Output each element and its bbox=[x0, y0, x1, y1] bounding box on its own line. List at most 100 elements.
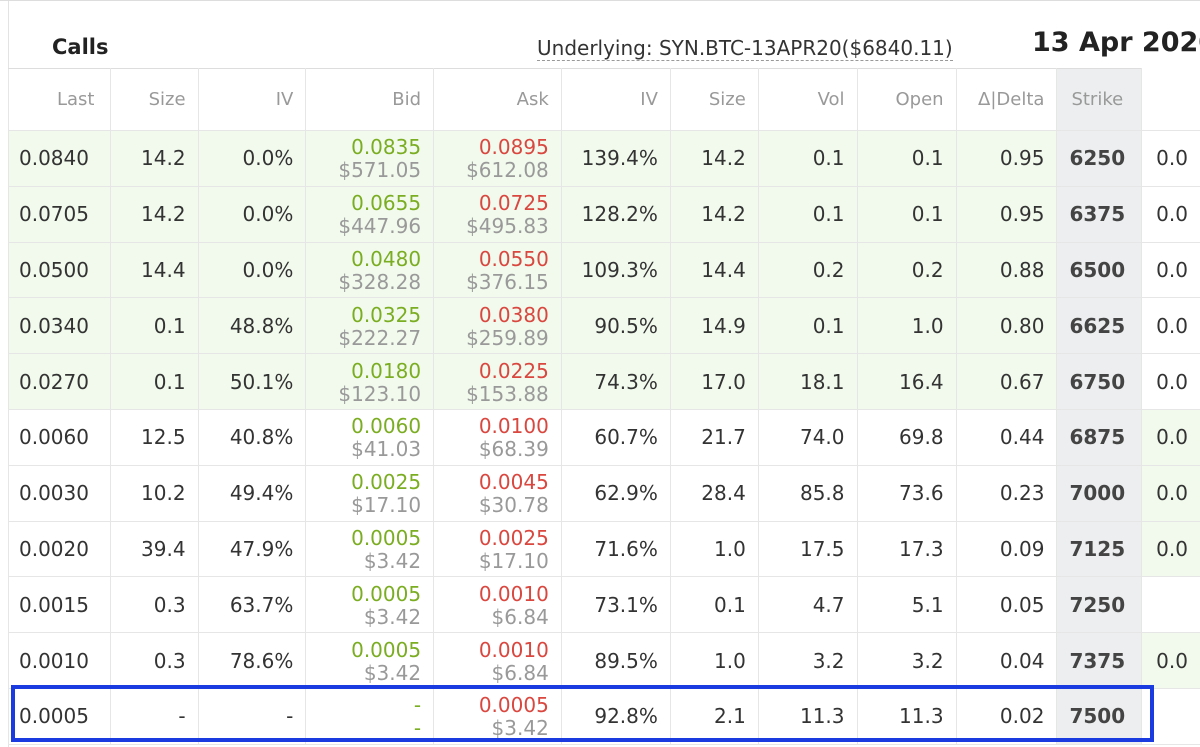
cell-size-ask[interactable]: 28.4 bbox=[669, 464, 759, 522]
cell-size[interactable]: 0.1 bbox=[109, 297, 199, 355]
cell-vol[interactable]: 3.2 bbox=[757, 632, 858, 689]
cell-size[interactable]: 0.3 bbox=[109, 632, 199, 689]
cell-last[interactable]: 0.0840 bbox=[8, 130, 111, 187]
cell-vol[interactable]: 11.3 bbox=[757, 687, 858, 745]
cell-open[interactable]: 0.2 bbox=[856, 241, 957, 299]
cell-vol[interactable]: 17.5 bbox=[757, 520, 858, 578]
cell-ask[interactable]: 0.0010 $6.84 bbox=[433, 632, 562, 689]
table-row[interactable]: 0.0270 0.1 50.1% 0.0180 $123.10 0.0225 $153.88… bbox=[8, 353, 1200, 410]
table-row[interactable]: 0.0340 0.1 48.8% 0.0325 $222.27 0.0380 $259.89… bbox=[8, 297, 1200, 355]
cell-delta[interactable]: 0.67 bbox=[955, 353, 1058, 410]
cell-vol[interactable]: 0.1 bbox=[757, 130, 858, 187]
table-row[interactable]: 0.0060 12.5 40.8% 0.0060 $41.03 0.0100 $68.39 6… bbox=[8, 408, 1200, 466]
cell-put-last[interactable] bbox=[1141, 576, 1200, 634]
cell-strike[interactable]: 7000 bbox=[1056, 464, 1143, 522]
cell-ask[interactable]: 0.0100 $68.39 bbox=[433, 408, 562, 466]
cell-iv-ask[interactable]: 109.3% bbox=[560, 241, 671, 299]
cell-delta[interactable]: 0.04 bbox=[955, 632, 1058, 689]
cell-bid[interactable]: -- bbox=[305, 687, 435, 745]
cell-last[interactable]: 0.0005 bbox=[8, 687, 111, 745]
cell-put-last[interactable]: 0.0 bbox=[1141, 130, 1200, 187]
cell-size[interactable]: 10.2 bbox=[109, 464, 199, 522]
cell-strike[interactable]: 7375 bbox=[1056, 632, 1143, 689]
cell-last[interactable]: 0.0705 bbox=[8, 185, 111, 243]
col-header-ask[interactable]: Ask bbox=[433, 68, 562, 131]
col-header-size[interactable]: Size bbox=[109, 68, 199, 131]
cell-put-last[interactable] bbox=[1141, 687, 1200, 745]
cell-open[interactable]: 73.6 bbox=[856, 464, 957, 522]
cell-size[interactable]: 14.2 bbox=[109, 185, 199, 243]
cell-iv[interactable]: 78.6% bbox=[197, 632, 307, 689]
cell-vol[interactable]: 74.0 bbox=[757, 408, 858, 466]
cell-iv[interactable]: - bbox=[197, 687, 307, 745]
cell-vol[interactable]: 0.2 bbox=[757, 241, 858, 299]
cell-ask[interactable]: 0.0010 $6.84 bbox=[433, 576, 562, 634]
cell-iv-ask[interactable]: 71.6% bbox=[560, 520, 671, 578]
cell-open[interactable]: 16.4 bbox=[856, 353, 957, 410]
cell-last[interactable]: 0.0270 bbox=[8, 353, 111, 410]
cell-delta[interactable]: 0.23 bbox=[955, 464, 1058, 522]
cell-size-ask[interactable]: 21.7 bbox=[669, 408, 759, 466]
cell-iv[interactable]: 0.0% bbox=[197, 185, 307, 243]
cell-iv-ask[interactable]: 92.8% bbox=[560, 687, 671, 745]
table-row[interactable]: 0.0005- - - -0.0005 $3.42 92.8% 2.1 11.3 11.3 0.0… bbox=[8, 687, 1200, 745]
cell-put-last[interactable]: 0.0 bbox=[1141, 241, 1200, 299]
col-header-iv[interactable]: IV bbox=[197, 68, 307, 131]
cell-size[interactable]: - bbox=[109, 687, 199, 745]
cell-strike[interactable]: 6625 bbox=[1056, 297, 1143, 355]
cell-iv[interactable]: 0.0% bbox=[197, 241, 307, 299]
cell-delta[interactable]: 0.05 bbox=[955, 576, 1058, 634]
col-header-strike[interactable]: Strike bbox=[1056, 68, 1143, 131]
cell-size[interactable]: 39.4 bbox=[109, 520, 199, 578]
cell-open[interactable]: 1.0 bbox=[856, 297, 957, 355]
cell-open[interactable]: 0.1 bbox=[856, 130, 957, 187]
col-header-bid[interactable]: Bid bbox=[305, 68, 435, 131]
cell-bid[interactable]: 0.0005 $3.42 bbox=[305, 576, 435, 634]
cell-put-last[interactable]: 0.0 bbox=[1141, 297, 1200, 355]
cell-ask[interactable]: 0.0550 $376.15 bbox=[433, 241, 562, 299]
cell-put-last[interactable]: 0.0 bbox=[1141, 408, 1200, 466]
cell-size[interactable]: 0.3 bbox=[109, 576, 199, 634]
cell-strike[interactable]: 6875 bbox=[1056, 408, 1143, 466]
cell-delta[interactable]: 0.44 bbox=[955, 408, 1058, 466]
cell-size-ask[interactable]: 1.0 bbox=[669, 632, 759, 689]
cell-iv-ask[interactable]: 73.1% bbox=[560, 576, 671, 634]
cell-bid[interactable]: 0.0655 $447.96 bbox=[305, 185, 435, 243]
cell-size-ask[interactable]: 14.2 bbox=[669, 130, 759, 187]
cell-delta[interactable]: 0.09 bbox=[955, 520, 1058, 578]
cell-delta[interactable]: 0.95 bbox=[955, 130, 1058, 187]
cell-bid[interactable]: 0.0060 $41.03 bbox=[305, 408, 435, 466]
cell-vol[interactable]: 18.1 bbox=[757, 353, 858, 410]
cell-delta[interactable]: 0.88 bbox=[955, 241, 1058, 299]
cell-iv[interactable]: 63.7% bbox=[197, 576, 307, 634]
cell-open[interactable]: 3.2 bbox=[856, 632, 957, 689]
cell-iv-ask[interactable]: 139.4% bbox=[560, 130, 671, 187]
cell-ask[interactable]: 0.0045 $30.78 bbox=[433, 464, 562, 522]
cell-put-last[interactable]: 0.0 bbox=[1141, 185, 1200, 243]
cell-iv-ask[interactable]: 60.7% bbox=[560, 408, 671, 466]
cell-open[interactable]: 69.8 bbox=[856, 408, 957, 466]
cell-strike[interactable]: 7250 bbox=[1056, 576, 1143, 634]
cell-ask[interactable]: 0.0895 $612.08 bbox=[433, 130, 562, 187]
table-row[interactable]: 0.0030 10.2 49.4% 0.0025 $17.10 0.0045 $30.78 6… bbox=[8, 464, 1200, 522]
cell-strike[interactable]: 6500 bbox=[1056, 241, 1143, 299]
table-row[interactable]: 0.0010 0.3 78.6% 0.0005 $3.42 0.0010 $6.84 89.5… bbox=[8, 632, 1200, 689]
cell-size[interactable]: 14.4 bbox=[109, 241, 199, 299]
cell-last[interactable]: 0.0010 bbox=[8, 632, 111, 689]
cell-iv-ask[interactable]: 74.3% bbox=[560, 353, 671, 410]
cell-size-ask[interactable]: 14.9 bbox=[669, 297, 759, 355]
cell-size-ask[interactable]: 14.4 bbox=[669, 241, 759, 299]
cell-open[interactable]: 0.1 bbox=[856, 185, 957, 243]
cell-bid[interactable]: 0.0180 $123.10 bbox=[305, 353, 435, 410]
cell-size-ask[interactable]: 2.1 bbox=[669, 687, 759, 745]
cell-open[interactable]: 11.3 bbox=[856, 687, 957, 745]
cell-vol[interactable]: 4.7 bbox=[757, 576, 858, 634]
cell-bid[interactable]: 0.0325 $222.27 bbox=[305, 297, 435, 355]
cell-size[interactable]: 14.2 bbox=[109, 130, 199, 187]
cell-strike[interactable]: 7125 bbox=[1056, 520, 1143, 578]
cell-open[interactable]: 5.1 bbox=[856, 576, 957, 634]
cell-delta[interactable]: 0.95 bbox=[955, 185, 1058, 243]
cell-strike[interactable]: 6750 bbox=[1056, 353, 1143, 410]
col-header-size-ask[interactable]: Size bbox=[669, 68, 759, 131]
cell-iv-ask[interactable]: 128.2% bbox=[560, 185, 671, 243]
